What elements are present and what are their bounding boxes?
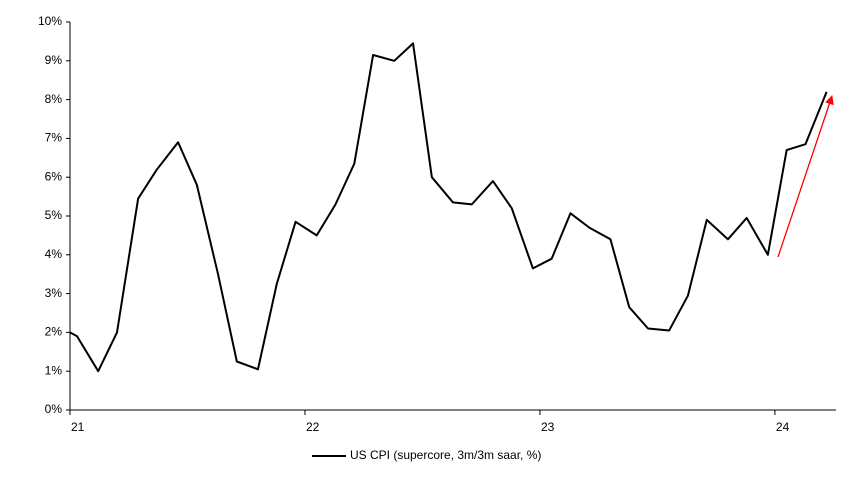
y-tick-label: 1%: [45, 363, 63, 377]
y-tick-label: 0%: [45, 402, 63, 416]
legend-label: US CPI (supercore, 3m/3m saar, %): [350, 448, 541, 462]
trend-arrow: [777, 95, 834, 258]
x-tick-label: 23: [541, 420, 555, 434]
y-tick-label: 4%: [45, 247, 63, 261]
series-line: [69, 42, 828, 373]
y-tick-label: 10%: [38, 14, 62, 28]
x-tick-label: 22: [306, 420, 320, 434]
y-tick-label: 9%: [45, 53, 63, 67]
y-tick-label: 2%: [45, 325, 63, 339]
y-tick-label: 3%: [45, 286, 63, 300]
y-tick-label: 8%: [45, 92, 63, 106]
x-tick-label: 21: [71, 420, 85, 434]
y-tick-label: 6%: [45, 169, 63, 183]
x-tick-label: 24: [776, 420, 790, 434]
y-tick-label: 7%: [45, 131, 63, 145]
y-tick-label: 5%: [45, 208, 63, 222]
